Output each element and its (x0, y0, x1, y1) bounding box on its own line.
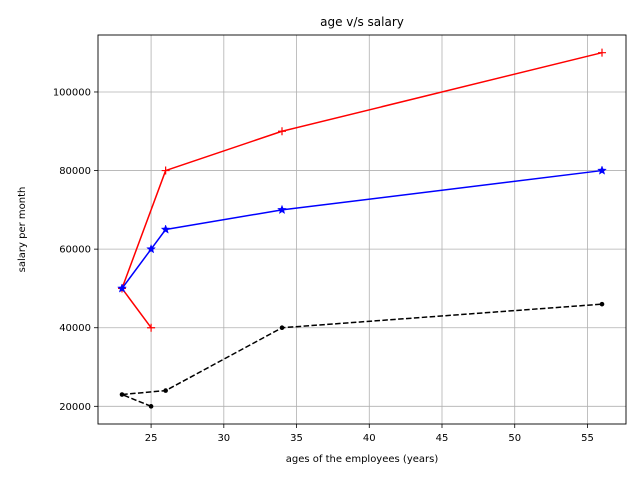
x-tick-label: 55 (581, 433, 594, 444)
data-point-marker (117, 283, 127, 293)
x-tick-label: 45 (436, 433, 449, 444)
data-point-marker (163, 388, 168, 393)
data-point-marker (277, 204, 287, 215)
y-tick-label: 20000 (59, 402, 91, 413)
data-point-marker (147, 323, 156, 332)
data-point-marker (161, 166, 170, 175)
data-point-marker (160, 224, 171, 234)
series-2 (117, 165, 607, 293)
x-tick-label: 35 (290, 433, 303, 444)
series-3 (119, 301, 605, 409)
data-point-marker (279, 325, 285, 331)
y-tick-label: 40000 (59, 323, 91, 334)
plot-frame (97, 34, 627, 425)
data-point-marker (598, 48, 606, 57)
data-point-marker (278, 127, 286, 136)
x-tick-label: 25 (145, 433, 158, 444)
ticks: 25 30 35 40 45 50 55 20000 40000 60000 80000 100000 (53, 87, 594, 444)
x-axis-label: ages of the employees (years) (286, 454, 439, 465)
data-point-marker (146, 243, 157, 254)
y-axis-label: salary per month (17, 187, 28, 273)
data-point-marker (597, 165, 607, 175)
x-tick-label: 30 (217, 433, 230, 444)
y-tick-label: 60000 (59, 245, 91, 256)
grid (98, 35, 626, 424)
data-point-marker (599, 301, 605, 307)
data-point-marker (119, 392, 125, 397)
series-layer (117, 48, 607, 409)
chart-title: age v/s salary (320, 15, 404, 29)
y-tick-label: 100000 (53, 87, 91, 98)
x-tick-label: 40 (363, 433, 376, 444)
data-point-marker (148, 404, 154, 409)
y-tick-label: 80000 (59, 166, 91, 177)
x-tick-label: 50 (508, 433, 521, 444)
